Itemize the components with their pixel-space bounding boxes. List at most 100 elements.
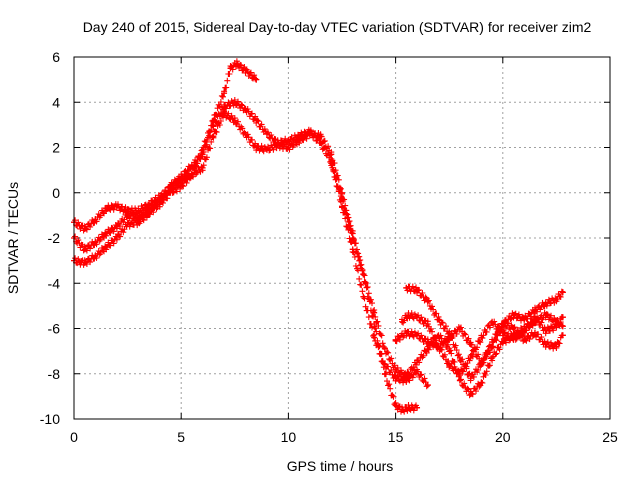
data-point [371,309,378,316]
data-point [542,341,549,348]
data-point [510,336,517,343]
y-tick-label: -8 [48,366,61,382]
data-point [489,354,496,361]
x-tick-label: 10 [281,429,297,445]
data-point [553,343,560,350]
data-point [167,182,174,189]
data-point [559,289,566,296]
data-point [103,230,110,237]
data-point [371,334,378,341]
data-point [199,164,206,171]
data-point [456,370,463,377]
data-point [253,117,260,124]
data-point [242,106,249,113]
data-point [559,332,566,339]
x-axis-label: GPS time / hours [287,458,394,474]
data-point [103,205,110,212]
data-point [456,325,463,332]
data-point [542,311,549,318]
x-tick-label: 15 [388,429,404,445]
series-trace-3 [71,108,566,399]
y-tick-label: -6 [48,321,61,337]
data-point [306,130,313,137]
x-tick-label: 25 [602,429,618,445]
data-point [103,244,110,251]
data-point [227,65,234,72]
data-point [467,341,474,348]
data-point [553,296,560,303]
data-point [542,327,549,334]
data-point [113,223,120,230]
data-point [478,379,485,386]
series-trace-1 [71,58,260,234]
data-point [414,314,421,321]
data-point [113,203,120,210]
data-point [435,332,442,339]
data-point [424,298,431,305]
y-axis-label: SDTVAR / TECUs [5,182,21,294]
data-point [478,359,485,366]
data-point [285,144,292,151]
data-point [210,121,217,128]
data-point [553,323,560,330]
data-point [510,325,517,332]
data-point [188,162,195,169]
y-tick-label: -2 [48,230,61,246]
data-point [399,406,406,413]
x-tick-label: 5 [177,429,185,445]
data-point [405,311,412,318]
data-point [274,142,281,149]
data-point [499,339,506,346]
data-point [231,117,238,124]
data-points [71,58,566,415]
chart-title: Day 240 of 2015, Sidereal Day-to-day VTE… [83,19,592,35]
data-point [339,189,345,196]
data-point [124,221,131,228]
data-point [178,182,185,189]
y-tick-label: 0 [52,185,60,201]
data-point [414,359,421,366]
data-point [263,146,270,153]
data-point [371,320,378,327]
data-point [456,354,463,361]
data-point [167,189,174,196]
data-point [242,67,249,74]
series-markers [71,108,566,399]
data-point [531,307,538,314]
data-point [253,76,260,83]
data-point [263,130,270,137]
data-point [392,336,399,343]
data-point [414,332,421,339]
data-point [435,343,442,350]
data-point [178,173,185,180]
data-point [521,327,528,334]
data-point [92,253,99,260]
data-point [156,201,163,208]
data-point [478,334,485,341]
data-point [424,320,431,327]
data-point [424,382,431,389]
data-point [510,311,517,318]
data-point [92,239,99,246]
data-point [81,246,88,253]
data-point [414,368,421,375]
x-tick-label: 0 [70,429,78,445]
data-point [285,137,292,144]
data-point [146,210,153,217]
series-trace-5 [399,310,566,379]
data-point [231,99,238,106]
data-point [559,314,566,321]
data-point [424,345,431,352]
data-point [360,271,367,278]
data-point [521,336,528,343]
data-point [403,284,410,291]
data-point [435,316,442,323]
data-point [467,375,474,382]
data-point [392,402,399,409]
data-point [199,151,206,158]
y-tick-label: 4 [52,94,60,110]
data-point [392,375,399,382]
data-point [446,345,453,352]
data-point [521,316,528,323]
y-tick-label: 6 [52,49,60,65]
